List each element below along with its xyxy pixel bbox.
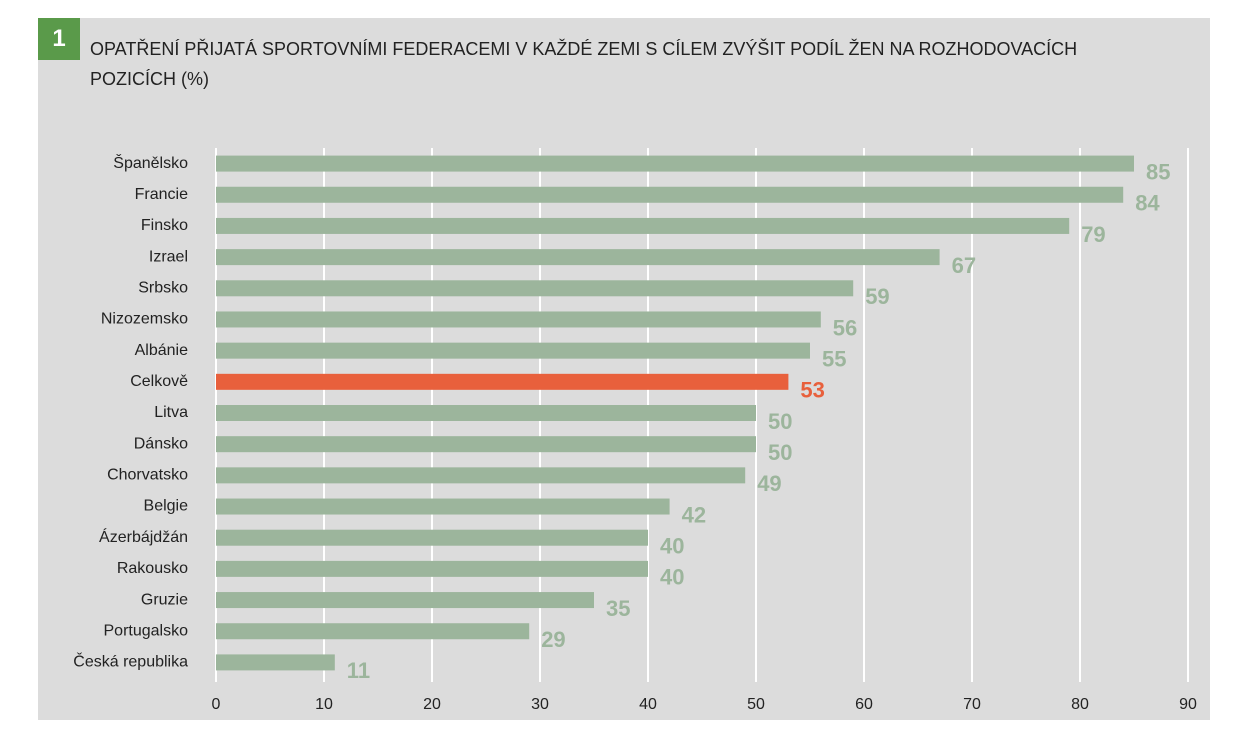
y-tick-label: Ázerbájdžán	[99, 527, 188, 546]
value-label: 59	[865, 284, 889, 309]
x-tick-label: 30	[531, 696, 549, 713]
x-tick-label: 90	[1179, 696, 1197, 713]
bar	[216, 467, 746, 484]
bar	[216, 217, 1070, 234]
bar	[216, 373, 789, 390]
bar	[216, 186, 1124, 203]
bar	[216, 436, 756, 453]
y-tick-label: Nizozemsko	[101, 311, 188, 328]
value-label: 79	[1081, 222, 1105, 247]
x-tick-label: 60	[855, 696, 873, 713]
value-label: 56	[833, 315, 857, 340]
value-label: 50	[768, 440, 792, 465]
y-tick-label: Dánsko	[134, 435, 188, 452]
value-label: 11	[347, 658, 370, 683]
x-tick-label: 50	[747, 696, 765, 713]
bar	[216, 498, 670, 515]
value-label: 42	[682, 502, 706, 527]
bar	[216, 249, 940, 266]
x-tick-label: 10	[315, 696, 333, 713]
y-tick-label: Albánie	[135, 342, 188, 359]
badge: 1	[38, 18, 80, 60]
y-tick-label: Belgie	[144, 498, 189, 515]
y-tick-label: Izrael	[149, 248, 188, 265]
bar	[216, 560, 648, 577]
bar	[216, 405, 756, 421]
x-tick-label: 80	[1071, 696, 1089, 713]
value-label: 67	[952, 253, 976, 278]
y-tick-label: Srbsko	[138, 280, 188, 297]
x-tick-label: 40	[639, 696, 657, 713]
value-label: 55	[822, 346, 846, 371]
value-label: 40	[660, 534, 684, 559]
y-tick-label: Francie	[135, 186, 188, 203]
bar	[216, 311, 821, 328]
y-tick-label: Česká republika	[73, 652, 188, 671]
x-tick-label: 70	[963, 696, 981, 713]
y-tick-label: Celkově	[130, 373, 188, 390]
value-label: 85	[1146, 159, 1170, 184]
x-tick-label: 0	[212, 696, 221, 713]
value-label: 40	[660, 565, 684, 590]
bar	[216, 342, 810, 359]
y-tick-label: Portugalsko	[104, 622, 189, 639]
y-tick-label: Gruzie	[141, 591, 188, 608]
bar	[216, 529, 648, 546]
value-label: 50	[768, 409, 792, 434]
value-label: 29	[541, 627, 565, 652]
bar	[216, 623, 530, 640]
bar	[216, 155, 1134, 172]
y-tick-label: Španělsko	[113, 153, 188, 172]
value-label: 49	[757, 471, 781, 496]
value-label: 35	[606, 596, 630, 621]
x-tick-label: 20	[423, 696, 441, 713]
y-tick-label: Chorvatsko	[107, 467, 188, 484]
bar	[216, 280, 854, 297]
bar	[216, 654, 335, 671]
value-label: 53	[800, 378, 824, 403]
y-tick-label: Rakousko	[117, 560, 188, 577]
chart-title: OPATŘENÍ PŘIJATÁ SPORTOVNÍMI FEDERACEMI …	[90, 39, 1078, 89]
value-label: 84	[1135, 191, 1160, 216]
y-tick-label: Finsko	[141, 217, 188, 234]
y-tick-label: Litva	[154, 404, 188, 421]
bar	[216, 592, 594, 609]
